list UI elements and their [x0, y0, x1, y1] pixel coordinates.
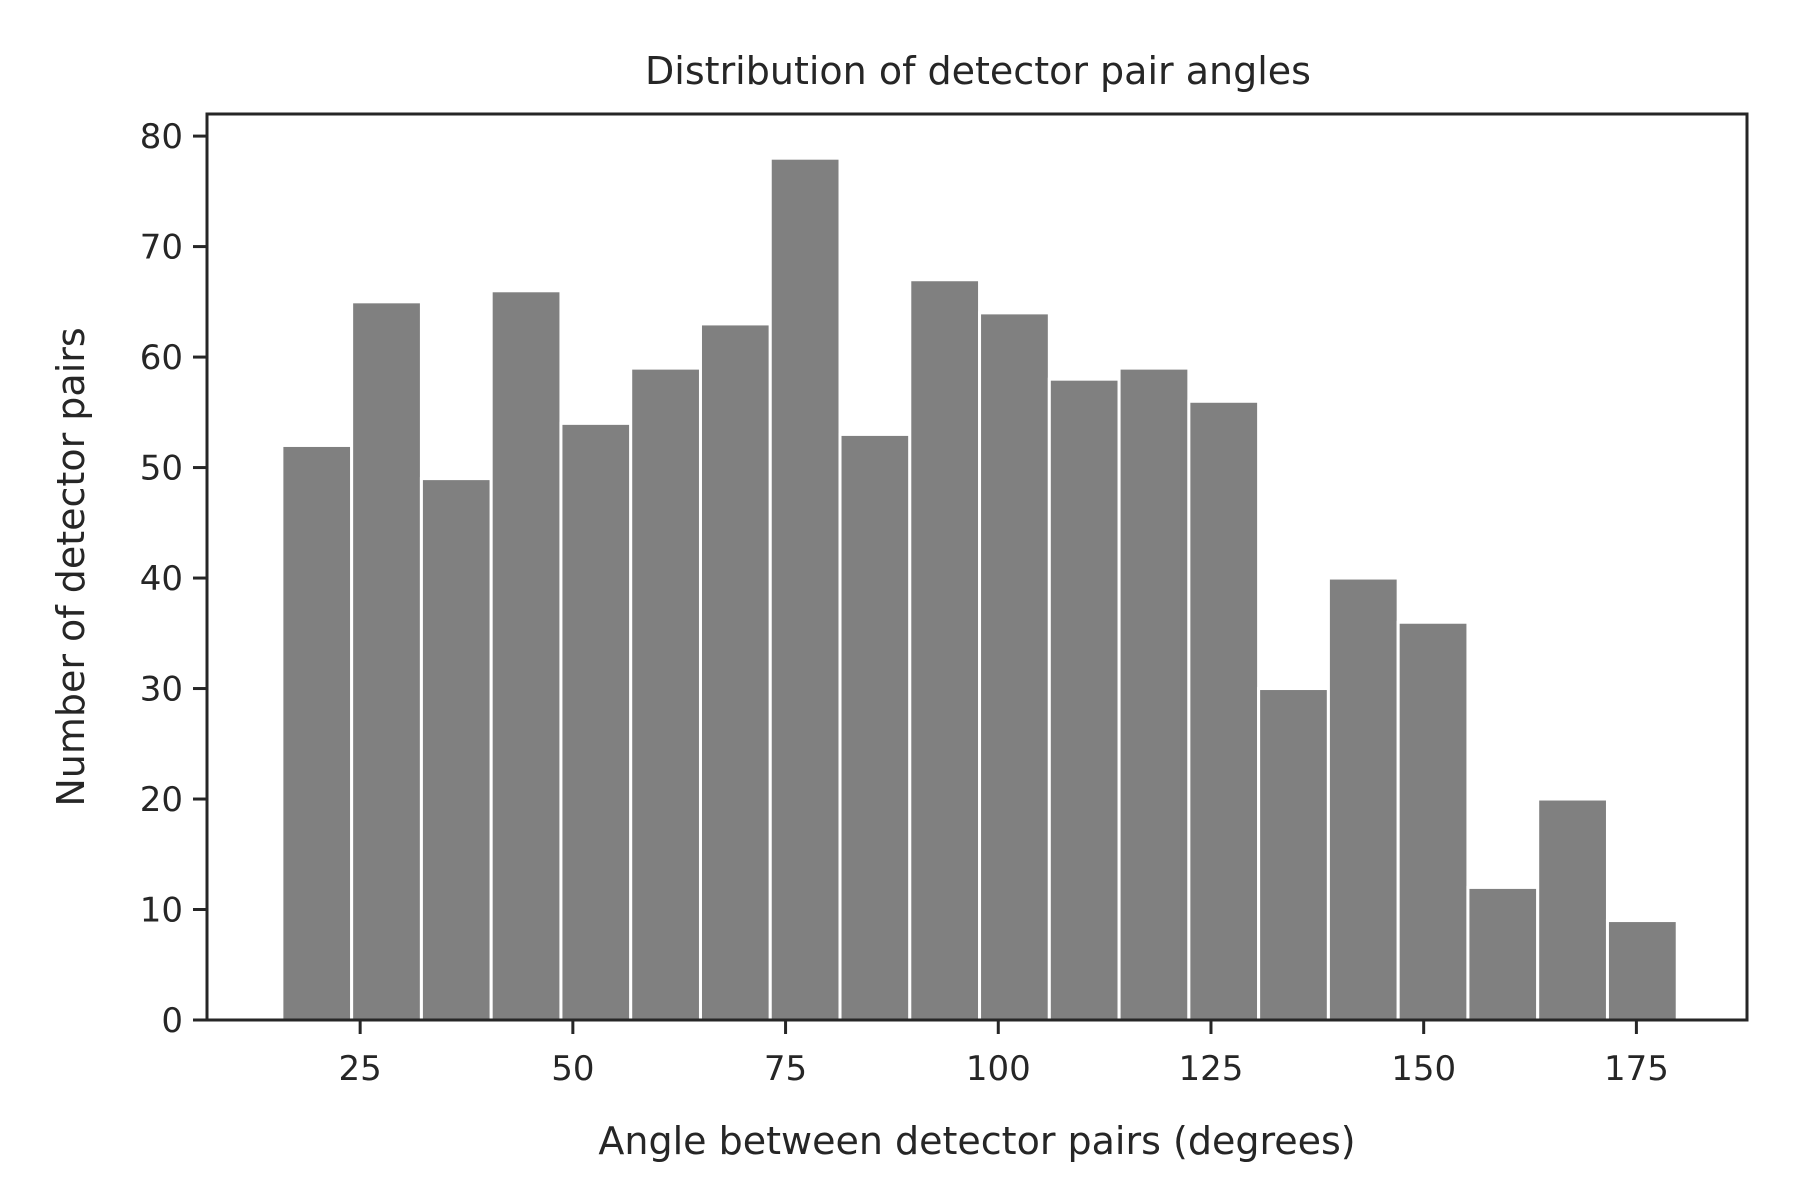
chart-title: Distribution of detector pair angles	[645, 49, 1311, 93]
histogram-bar	[768, 156, 842, 1022]
histogram-bar	[698, 322, 772, 1022]
histogram-bar	[1047, 377, 1121, 1022]
y-axis-ticks: 0 10 20 30 40 50 60 70 80	[140, 117, 207, 1041]
y-tick-label: 70	[140, 228, 183, 268]
histogram-bar	[1257, 687, 1330, 1022]
histogram-bar	[559, 421, 633, 1022]
histogram-bar	[489, 289, 563, 1022]
histogram-bar	[1396, 620, 1470, 1022]
x-tick-label: 150	[1391, 1049, 1456, 1089]
histogram-bar	[280, 443, 354, 1022]
bars-group	[280, 156, 1679, 1022]
histogram-bar	[838, 432, 912, 1022]
histogram-bar	[419, 477, 493, 1022]
y-tick-label: 0	[161, 1001, 183, 1041]
y-tick-label: 30	[140, 670, 183, 710]
x-tick-label: 75	[764, 1049, 807, 1089]
x-tick-label: 175	[1604, 1049, 1669, 1089]
histogram-bar	[1605, 919, 1679, 1022]
histogram-bar	[1536, 797, 1609, 1022]
x-tick-label: 25	[339, 1049, 382, 1089]
y-tick-label: 40	[140, 559, 183, 599]
x-axis-label: Angle between detector pairs (degrees)	[598, 1119, 1355, 1163]
histogram-bar	[1326, 576, 1400, 1022]
histogram-bar	[1187, 399, 1261, 1022]
y-tick-label: 80	[140, 117, 183, 157]
y-axis-label: Number of detector pairs	[49, 327, 93, 806]
histogram-bar	[978, 311, 1051, 1022]
x-tick-label: 125	[1179, 1049, 1244, 1089]
x-tick-label: 50	[551, 1049, 594, 1089]
histogram-bar	[629, 366, 702, 1022]
histogram-bar	[908, 278, 982, 1022]
x-tick-label: 100	[966, 1049, 1031, 1089]
y-tick-label: 10	[140, 891, 183, 931]
histogram-bar	[1466, 885, 1540, 1022]
y-tick-label: 60	[140, 338, 183, 378]
y-tick-label: 20	[140, 780, 183, 820]
plot-frame	[205, 112, 1749, 1022]
y-tick-label: 50	[140, 449, 183, 489]
x-axis-ticks: 25 50 75 100 125 150 175	[339, 1020, 1669, 1089]
histogram-bar	[350, 300, 423, 1022]
histogram-bar	[1117, 366, 1191, 1022]
